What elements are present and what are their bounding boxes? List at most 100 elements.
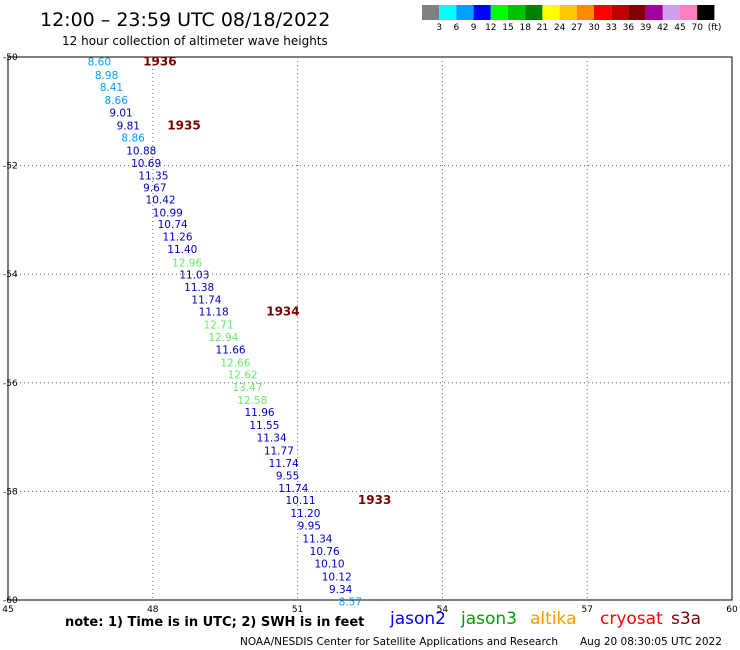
colorbar-label: 39 bbox=[640, 23, 652, 33]
colorbar-swatch bbox=[439, 5, 457, 20]
colorbar-label: 42 bbox=[657, 23, 668, 33]
chart-subtitle: 12 hour collection of altimeter wave hei… bbox=[62, 34, 328, 48]
footer-timestamp: Aug 20 08:30:05 UTC 2022 bbox=[580, 636, 722, 648]
wave-height-label: 10.11 bbox=[286, 495, 316, 507]
wave-height-label: 12.96 bbox=[172, 257, 202, 269]
colorbar-label: 24 bbox=[554, 23, 566, 33]
colorbar-label: 36 bbox=[623, 23, 635, 33]
wave-height-label: 12.62 bbox=[228, 370, 258, 382]
wave-height-label: 11.77 bbox=[264, 446, 294, 458]
wave-height-label: 11.74 bbox=[269, 458, 299, 470]
colorbar-label: 70 bbox=[691, 23, 703, 33]
colorbar-swatch bbox=[697, 5, 715, 20]
colorbar-label: 30 bbox=[588, 23, 600, 33]
grid-lines bbox=[8, 57, 732, 600]
footer-note: note: 1) Time is in UTC; 2) SWH is in fe… bbox=[65, 615, 364, 630]
colorbar-swatch bbox=[456, 5, 474, 20]
wave-height-label: 11.18 bbox=[199, 307, 229, 319]
wave-height-label: 8.41 bbox=[100, 82, 123, 94]
wave-height-label: 12.66 bbox=[220, 358, 250, 370]
wave-height-label: 11.03 bbox=[179, 270, 209, 282]
x-tick-label: 57 bbox=[581, 605, 592, 615]
wave-height-label: 11.34 bbox=[302, 534, 332, 546]
wave-height-label: 8.57 bbox=[339, 597, 362, 609]
time-annotations: 1936 1935 1934 1933 bbox=[143, 54, 391, 507]
satellite-legend-cryosat: cryosat bbox=[600, 609, 663, 629]
y-tick-label: -54 bbox=[3, 270, 18, 280]
wave-height-label: 10.76 bbox=[310, 546, 340, 558]
wave-height-label: 13.47 bbox=[232, 382, 262, 394]
colorbar: 3 6 9 12 15 18 21 24 27 30 33 36 39 42 45 70 (ft) bbox=[422, 5, 721, 33]
wave-height-label: 9.67 bbox=[143, 182, 166, 194]
wave-height-label: 9.34 bbox=[329, 584, 353, 596]
satellite-legend: jason2 jason3 altika cryosat s3a bbox=[389, 609, 701, 629]
chart-title: 12:00 – 23:59 UTC 08/18/2022 bbox=[40, 9, 330, 31]
colorbar-label: 3 bbox=[436, 23, 442, 33]
wave-height-label: 12.71 bbox=[203, 320, 233, 332]
time-annotation: 1933 bbox=[358, 493, 391, 507]
wave-height-label: 10.69 bbox=[131, 158, 161, 170]
time-annotation: 1936 bbox=[143, 54, 176, 68]
y-tick-label: -50 bbox=[3, 53, 18, 63]
colorbar-swatch bbox=[645, 5, 663, 20]
wave-height-label: 11.20 bbox=[290, 508, 320, 520]
x-tick-label: 60 bbox=[726, 605, 738, 615]
x-axis-ticks: 45 48 51 54 57 60 bbox=[2, 605, 738, 615]
colorbar-label: 33 bbox=[605, 23, 616, 33]
wave-height-label: 11.74 bbox=[191, 295, 221, 307]
colorbar-swatch bbox=[611, 5, 629, 20]
colorbar-swatch bbox=[680, 5, 698, 20]
x-tick-label: 54 bbox=[437, 605, 449, 615]
wave-height-label: 11.74 bbox=[278, 483, 308, 495]
y-tick-label: -52 bbox=[3, 162, 18, 172]
colorbar-swatch bbox=[490, 5, 508, 20]
wave-height-label: 9.81 bbox=[117, 120, 140, 132]
y-tick-label: -60 bbox=[3, 596, 18, 606]
satellite-legend-jason2: jason2 bbox=[389, 609, 446, 629]
satellite-legend-s3a: s3a bbox=[671, 609, 701, 629]
wave-height-label: 10.12 bbox=[322, 572, 352, 584]
x-tick-label: 45 bbox=[2, 605, 13, 615]
wave-height-label: 8.86 bbox=[121, 132, 145, 144]
colorbar-label: 27 bbox=[571, 23, 582, 33]
wave-height-label: 9.01 bbox=[109, 107, 132, 119]
wave-height-label: 10.88 bbox=[126, 145, 156, 157]
colorbar-swatch bbox=[542, 5, 560, 20]
footer-credit: NOAA/NESDIS Center for Satellite Applica… bbox=[240, 636, 558, 648]
colorbar-swatch bbox=[473, 5, 491, 20]
wave-height-label: 11.66 bbox=[216, 345, 246, 357]
colorbar-label: 21 bbox=[537, 23, 548, 33]
colorbar-swatch bbox=[662, 5, 680, 20]
colorbar-swatch bbox=[594, 5, 612, 20]
wave-height-label: 10.10 bbox=[314, 559, 344, 571]
wave-height-label: 12.94 bbox=[208, 332, 238, 344]
wave-height-label: 11.26 bbox=[162, 232, 192, 244]
wave-height-label: 9.95 bbox=[298, 521, 321, 533]
colorbar-label: 6 bbox=[454, 23, 460, 33]
wave-height-label: 11.55 bbox=[249, 420, 279, 432]
plot-frame bbox=[7, 56, 733, 601]
y-tick-label: -56 bbox=[3, 379, 18, 389]
wave-height-label: 11.34 bbox=[257, 433, 287, 445]
x-tick-label: 48 bbox=[147, 605, 159, 615]
wave-height-label: 10.42 bbox=[146, 194, 176, 206]
y-axis-ticks: -50 -52 -54 -56 -58 -60 bbox=[3, 53, 18, 606]
colorbar-swatch bbox=[559, 5, 577, 20]
satellite-legend-altika: altika bbox=[530, 609, 577, 629]
y-tick-label: -58 bbox=[3, 487, 18, 497]
colorbar-swatch bbox=[508, 5, 526, 20]
colorbar-label: 45 bbox=[674, 23, 685, 33]
colorbar-swatch bbox=[628, 5, 646, 20]
wave-height-label: 12.58 bbox=[237, 395, 267, 407]
wave-height-label: 11.40 bbox=[167, 244, 197, 256]
satellite-legend-jason3: jason3 bbox=[460, 609, 517, 629]
colorbar-unit: (ft) bbox=[708, 23, 722, 33]
colorbar-swatch bbox=[422, 5, 440, 20]
colorbar-swatch bbox=[525, 5, 543, 20]
wave-height-label: 8.66 bbox=[105, 95, 129, 107]
time-annotation: 1935 bbox=[167, 118, 200, 132]
colorbar-label: 9 bbox=[471, 23, 477, 33]
time-annotation: 1934 bbox=[266, 305, 299, 319]
wave-height-label: 9.55 bbox=[276, 471, 299, 483]
